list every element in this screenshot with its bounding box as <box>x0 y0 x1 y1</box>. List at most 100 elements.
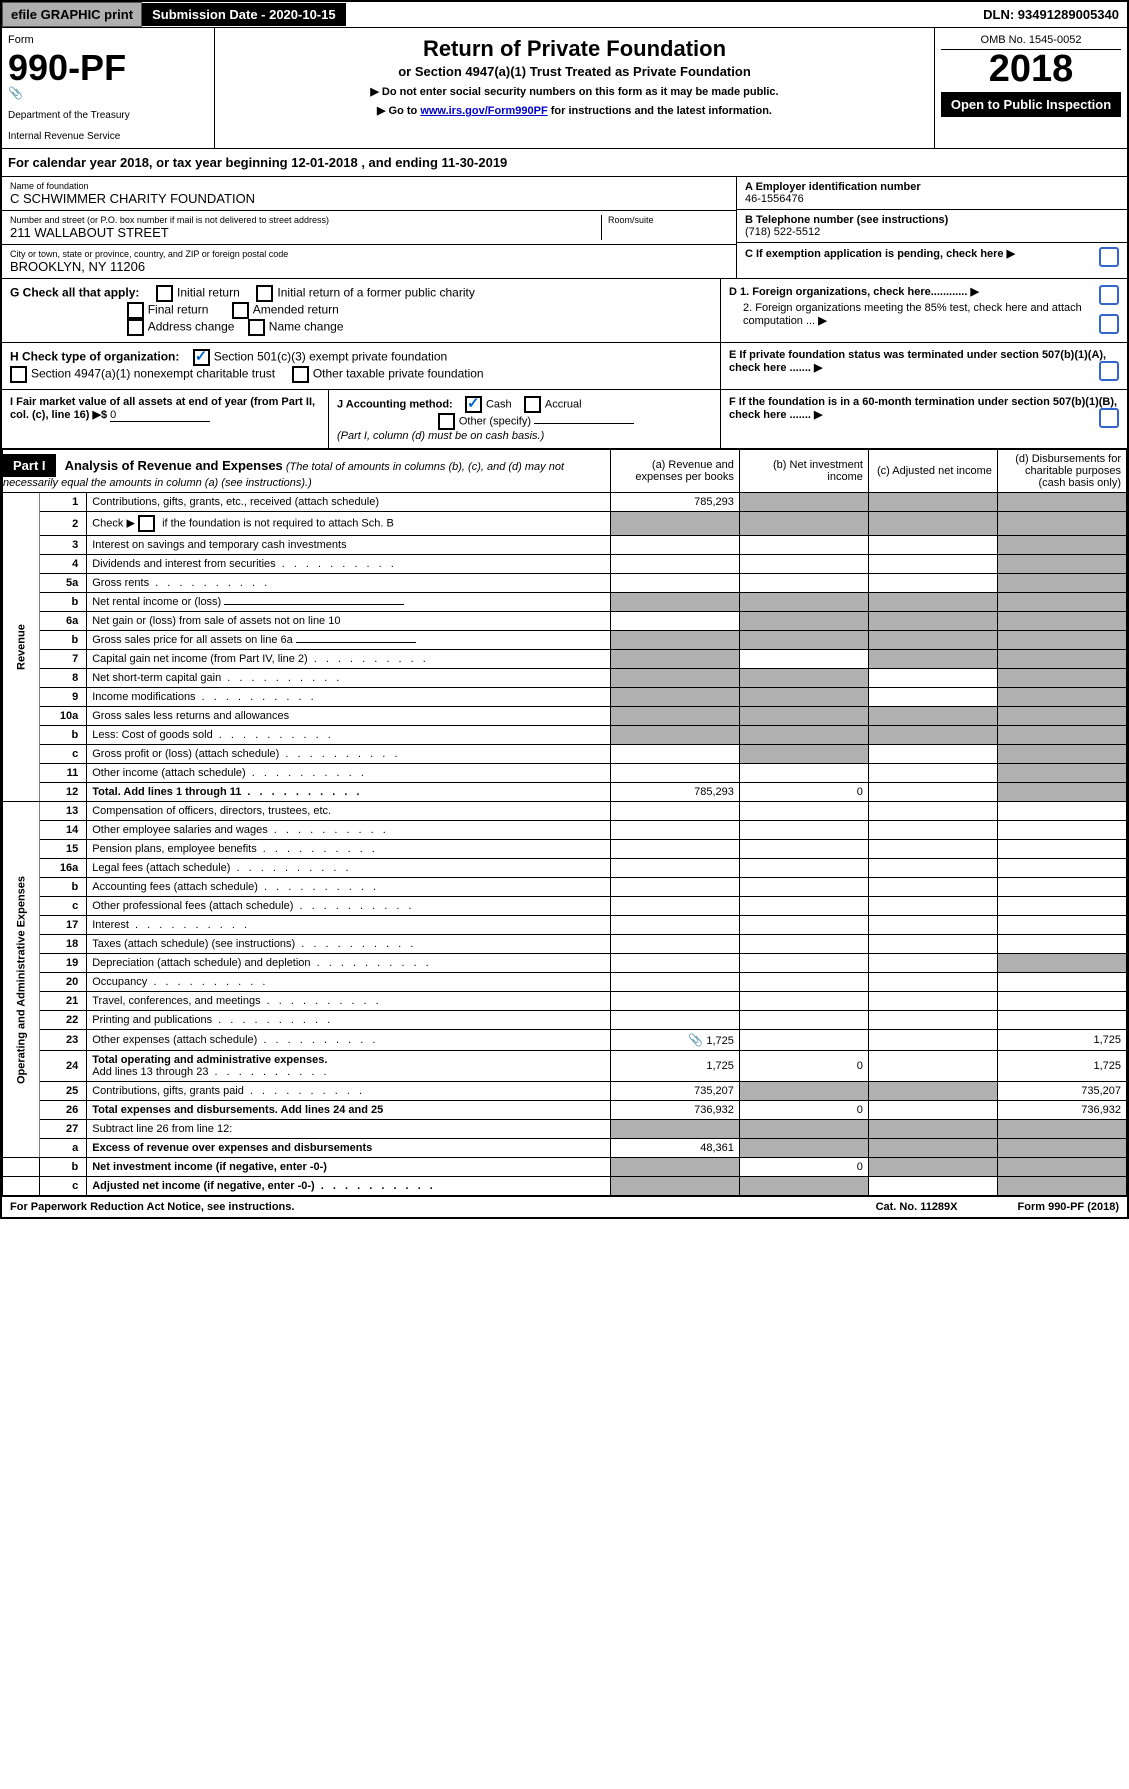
cb-4947[interactable] <box>10 366 27 383</box>
r5b-b <box>739 593 868 612</box>
street-address: 211 WALLABOUT STREET <box>10 225 601 240</box>
r2-a <box>610 512 739 536</box>
cb-initial[interactable] <box>156 285 173 302</box>
cb-other-taxable[interactable] <box>292 366 309 383</box>
c-checkbox[interactable] <box>1099 247 1119 267</box>
r24-a: 1,725 <box>610 1051 739 1082</box>
r2-desc: Check ▶ if the foundation is not require… <box>87 512 611 536</box>
r26-a: 736,932 <box>610 1101 739 1120</box>
r2-num: 2 <box>40 512 87 536</box>
r11-num: 11 <box>40 764 87 783</box>
f-checkbox[interactable] <box>1099 408 1119 428</box>
r15-desc: Pension plans, employee benefits <box>87 840 611 859</box>
r23-d: 1,725 <box>997 1030 1126 1051</box>
row-5b: bNet rental income or (loss) <box>3 593 1127 612</box>
instr2-pre: ▶ Go to <box>377 105 420 117</box>
r17-d <box>997 916 1126 935</box>
arrow-icon: ▶ <box>814 362 822 374</box>
r25-desc: Contributions, gifts, grants paid <box>87 1082 611 1101</box>
lbl-final: Final return <box>148 303 209 317</box>
lbl-other-taxable: Other taxable private foundation <box>313 367 484 381</box>
attachment-icon[interactable]: 📎 <box>688 1033 703 1047</box>
r20-c <box>868 973 997 992</box>
r11-desc: Other income (attach schedule) <box>87 764 611 783</box>
r17-b <box>739 916 868 935</box>
r24-num: 24 <box>40 1051 87 1082</box>
e-checkbox[interactable] <box>1099 361 1119 381</box>
footer-left: For Paperwork Reduction Act Notice, see … <box>10 1201 294 1213</box>
d1-row: D 1. Foreign organizations, check here..… <box>729 285 1119 298</box>
r27b-num: b <box>40 1158 87 1177</box>
r6b-b <box>739 631 868 650</box>
row-10c: cGross profit or (loss) (attach schedule… <box>3 745 1127 764</box>
j-block: J Accounting method: Cash Accrual Other … <box>329 390 720 448</box>
r1-b <box>739 493 868 512</box>
r3-b <box>739 536 868 555</box>
r7-d <box>997 650 1126 669</box>
r24-c <box>868 1051 997 1082</box>
r3-desc: Interest on savings and temporary cash i… <box>87 536 611 555</box>
cb-other-method[interactable] <box>438 413 455 430</box>
row-13: Operating and Administrative Expenses 13… <box>3 802 1127 821</box>
r16b-num: b <box>40 878 87 897</box>
r16b-c <box>868 878 997 897</box>
row-2: 2 Check ▶ if the foundation is not requi… <box>3 512 1127 536</box>
cb-amended[interactable] <box>232 302 249 319</box>
cb-accrual[interactable] <box>524 396 541 413</box>
r19-a <box>610 954 739 973</box>
form-number: 990-PF <box>8 50 208 86</box>
cb-schb[interactable] <box>138 515 155 532</box>
r1-d <box>997 493 1126 512</box>
cb-cash[interactable] <box>465 396 482 413</box>
info-right: A Employer identification number 46-1556… <box>736 177 1127 278</box>
row-27c: cAdjusted net income (if negative, enter… <box>3 1177 1127 1196</box>
lbl-501c3: Section 501(c)(3) exempt private foundat… <box>214 350 447 364</box>
cb-name[interactable] <box>248 319 265 336</box>
ein-value: 46-1556476 <box>745 193 1119 205</box>
row-1: Revenue 1 Contributions, gifts, grants, … <box>3 493 1127 512</box>
part1-header-row: Part I Analysis of Revenue and Expenses … <box>3 450 1127 493</box>
d2-checkbox[interactable] <box>1099 314 1119 334</box>
r2-d <box>997 512 1126 536</box>
cb-final[interactable] <box>127 302 144 319</box>
r11-b <box>739 764 868 783</box>
row-16a: 16aLegal fees (attach schedule) <box>3 859 1127 878</box>
row-4: 4Dividends and interest from securities <box>3 555 1127 574</box>
r12-desc: Total. Add lines 1 through 11 <box>87 783 611 802</box>
city-value: BROOKLYN, NY 11206 <box>10 259 728 274</box>
row-15: 15Pension plans, employee benefits <box>3 840 1127 859</box>
r25-num: 25 <box>40 1082 87 1101</box>
r1-a: 785,293 <box>610 493 739 512</box>
r20-a <box>610 973 739 992</box>
cb-initial-former[interactable] <box>256 285 273 302</box>
form-page: efile GRAPHIC print Submission Date - 20… <box>0 0 1129 1219</box>
r8-d <box>997 669 1126 688</box>
r6b-c <box>868 631 997 650</box>
lbl-cash: Cash <box>486 398 512 410</box>
ein-cell: A Employer identification number 46-1556… <box>737 177 1127 210</box>
r1-num: 1 <box>40 493 87 512</box>
irs-link[interactable]: www.irs.gov/Form990PF <box>420 105 547 117</box>
d1-checkbox[interactable] <box>1099 285 1119 305</box>
r17-a <box>610 916 739 935</box>
r7-num: 7 <box>40 650 87 669</box>
r16a-desc: Legal fees (attach schedule) <box>87 859 611 878</box>
c-label: C If exemption application is pending, c… <box>745 248 1004 260</box>
r19-num: 19 <box>40 954 87 973</box>
instr-2: ▶ Go to www.irs.gov/Form990PF for instru… <box>223 104 926 117</box>
r14-num: 14 <box>40 821 87 840</box>
cb-501c3[interactable] <box>193 349 210 366</box>
row-24: 24Total operating and administrative exp… <box>3 1051 1127 1082</box>
r8-c <box>868 669 997 688</box>
r27c-desc: Adjusted net income (if negative, enter … <box>87 1177 611 1196</box>
r4-b <box>739 555 868 574</box>
r18-c <box>868 935 997 954</box>
calendar-year-row: For calendar year 2018, or tax year begi… <box>2 149 1127 177</box>
r4-num: 4 <box>40 555 87 574</box>
cb-address[interactable] <box>127 319 144 336</box>
main-title: Return of Private Foundation <box>223 36 926 62</box>
r10b-c <box>868 726 997 745</box>
r2-pre: Check ▶ <box>92 517 135 529</box>
h-left: H Check type of organization: Section 50… <box>2 343 720 389</box>
efile-print-btn[interactable]: efile GRAPHIC print <box>2 2 142 27</box>
